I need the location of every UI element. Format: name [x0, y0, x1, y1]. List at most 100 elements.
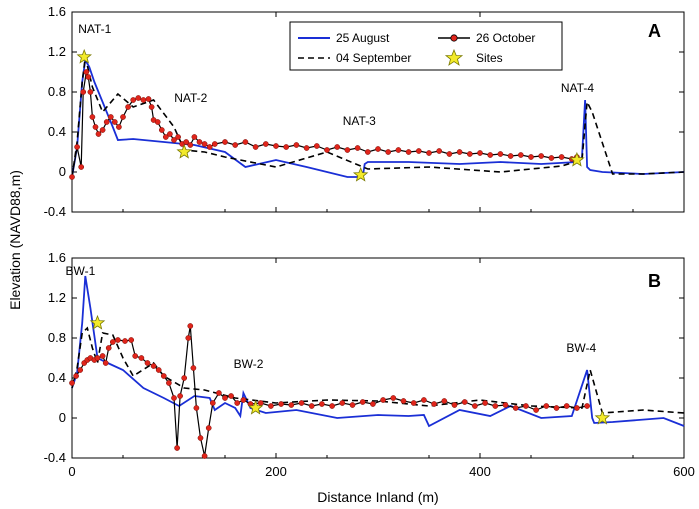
series-26-october-marker: [105, 345, 112, 351]
series-26-october-marker: [517, 152, 524, 158]
series-26-october-marker: [262, 141, 269, 147]
series-26-october-marker: [196, 139, 203, 145]
series-26-october-marker: [122, 338, 128, 344]
legend-box: [289, 21, 563, 71]
y-tick-label: 0: [59, 410, 66, 425]
series-26-october-marker: [421, 397, 427, 403]
series-26-october-marker: [125, 104, 131, 110]
series-26-october-marker: [375, 146, 381, 152]
series-26-october-marker: [395, 147, 402, 153]
series-26-october-marker: [190, 365, 197, 371]
series-26-october-marker: [177, 393, 183, 399]
series-26-october-marker: [507, 153, 514, 159]
series-26-october-marker: [102, 360, 109, 366]
series-26-october-marker: [171, 395, 177, 401]
panel-b-frame: [71, 257, 685, 459]
series-26-october-marker: [205, 425, 212, 431]
series-26-october-marker: [87, 89, 94, 95]
y-tick-label: 1.6: [48, 250, 66, 265]
legend-swatch-26-october-marker: [450, 34, 458, 42]
series-26-october-marker: [441, 398, 448, 404]
series-26-october-marker: [162, 134, 169, 140]
site-label: NAT-2: [174, 91, 207, 105]
panel-a-ticks: -0.4 0 0.4 0.8 1.2 1.6: [44, 4, 685, 219]
series-26-october-marker: [339, 400, 346, 406]
series-26-october-marker: [349, 402, 356, 408]
legend-label-25-august: 25 August: [336, 31, 390, 45]
series-26-october-marker: [175, 134, 181, 140]
series-26-october-marker: [201, 141, 208, 147]
series-26-october-marker: [512, 405, 519, 411]
legend: 25 August 26 October 04 September Sites: [289, 21, 563, 71]
series-26-october-marker: [257, 400, 264, 406]
series-26-october-marker: [232, 142, 239, 148]
series-26-october-marker: [298, 400, 305, 406]
series-26-october-marker: [83, 69, 90, 75]
panel-a-label: A: [648, 21, 661, 41]
series-26-october-marker: [158, 127, 165, 133]
series-26-october-marker: [456, 149, 463, 155]
series-26-october-marker: [99, 127, 106, 133]
panel-a-sites: NAT-1 NAT-2 NAT-3 NAT-4: [76, 22, 594, 182]
series-26-october-marker: [461, 399, 468, 405]
series-26-october-marker: [109, 339, 116, 345]
series-26-october-marker: [283, 144, 290, 150]
series-26-october-marker: [385, 149, 392, 155]
legend-label-26-october: 26 October: [476, 31, 535, 45]
x-tick-label: 400: [469, 464, 491, 479]
series-26-october-marker: [206, 144, 213, 150]
panel-b-ticks: -0.4 0 0.4 0.8 1.2 1.6: [44, 250, 685, 465]
series-26-october-marker: [334, 144, 341, 150]
site-label: BW-1: [66, 264, 96, 278]
series-26-october-marker: [538, 153, 545, 159]
series-26-october-marker: [228, 393, 234, 399]
series-26-october-marker: [197, 435, 204, 441]
x-tick-labels: 0 200 400 600: [68, 464, 694, 479]
series-26-october-marker: [354, 145, 361, 151]
x-tick-label: 600: [673, 464, 695, 479]
series-26-october-marker: [216, 390, 222, 396]
series-26-october-marker: [222, 395, 228, 401]
x-tick-label: 0: [68, 464, 75, 479]
panel-b: -0.4 0 0.4 0.8 1.2 1.6 BW-1 BW-2 BW-4 B: [44, 250, 685, 465]
series-26-october-marker: [150, 363, 157, 369]
panel-a-series: [69, 56, 685, 180]
series-26-october-marker: [431, 401, 437, 407]
y-tick-label: 0.8: [48, 84, 66, 99]
series-26-october-marker: [234, 400, 241, 406]
series-26-october-marker: [319, 401, 325, 407]
series-26-october-marker: [303, 145, 310, 151]
series-26-october-marker: [160, 373, 167, 379]
series-26-october-marker: [466, 151, 473, 157]
y-axis-label: Elevation (NAVD88,m): [7, 170, 23, 310]
series-26-october-marker: [95, 131, 102, 137]
series-26-october-marker: [132, 353, 139, 359]
series-26-october-marker: [400, 398, 407, 404]
y-tick-label: 1.2: [48, 44, 66, 59]
series-26-october-marker: [487, 152, 494, 158]
series-26-october-marker: [240, 397, 247, 403]
site-star-icon: [89, 314, 106, 330]
series-26-october-marker: [242, 139, 249, 145]
series-26-october-marker: [201, 453, 208, 459]
series-26-october-marker: [144, 360, 151, 366]
series-26-october-marker: [584, 403, 590, 409]
series-26-october-marker: [111, 119, 118, 125]
legend-label-sites: Sites: [476, 51, 503, 65]
series-26-october-marker: [273, 143, 279, 149]
y-tick-label: -0.4: [44, 204, 66, 219]
y-tick-label: 1.6: [48, 4, 66, 19]
x-tick-label: 200: [265, 464, 287, 479]
series-26-october-marker: [268, 403, 274, 409]
series-26-october-marker: [533, 407, 539, 413]
panel-b-sites: BW-1 BW-2 BW-4: [66, 264, 611, 425]
series-26-october-marker: [103, 119, 110, 125]
series-26-october-marker: [359, 399, 366, 405]
site-label: BW-2: [234, 357, 264, 371]
series-26-october-marker: [74, 144, 80, 150]
series-26-october-marker: [145, 96, 152, 102]
site-label: BW-4: [566, 341, 596, 355]
series-26-october-marker: [209, 400, 216, 406]
series-26-october-marker: [187, 142, 194, 148]
series-26-october-marker: [80, 89, 87, 95]
